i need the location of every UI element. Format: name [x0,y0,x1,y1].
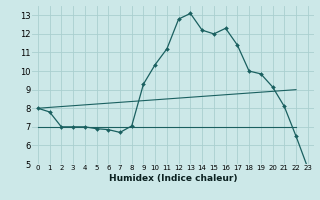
X-axis label: Humidex (Indice chaleur): Humidex (Indice chaleur) [108,174,237,183]
